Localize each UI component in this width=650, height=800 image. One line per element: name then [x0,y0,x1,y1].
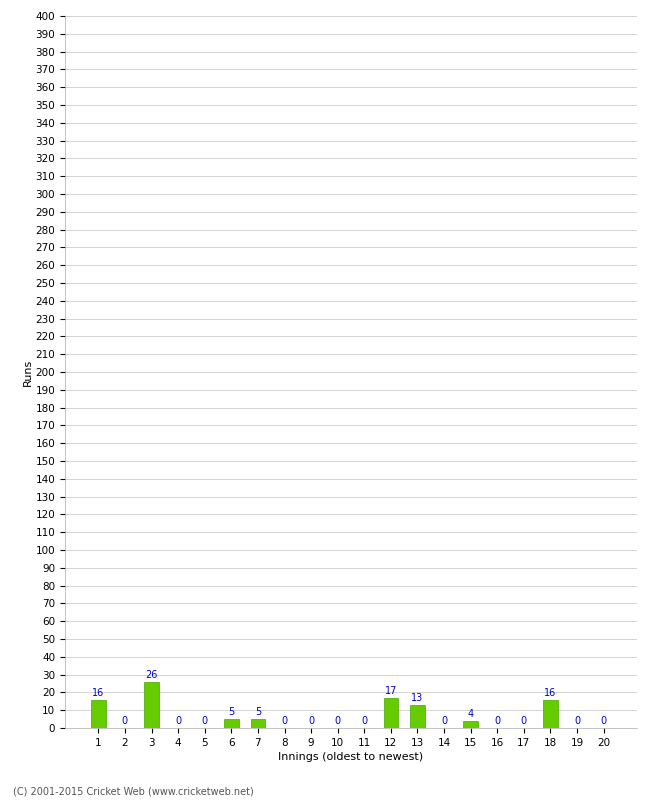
Text: 0: 0 [494,716,500,726]
Bar [463,721,478,728]
Text: 17: 17 [385,686,397,696]
Bar [251,719,265,728]
Text: 0: 0 [601,716,606,726]
Text: 26: 26 [146,670,158,680]
Text: 0: 0 [361,716,367,726]
Text: 13: 13 [411,693,424,703]
Text: 0: 0 [281,716,287,726]
X-axis label: Innings (oldest to newest): Innings (oldest to newest) [278,752,424,762]
Text: 16: 16 [544,688,556,698]
Text: 0: 0 [308,716,314,726]
Text: (C) 2001-2015 Cricket Web (www.cricketweb.net): (C) 2001-2015 Cricket Web (www.cricketwe… [13,786,254,796]
Bar [410,705,425,728]
Text: 4: 4 [467,709,474,719]
Text: 16: 16 [92,688,105,698]
Text: 0: 0 [441,716,447,726]
Text: 0: 0 [175,716,181,726]
Bar [384,698,398,728]
Bar [543,699,558,728]
Bar [224,719,239,728]
Text: 0: 0 [202,716,208,726]
Y-axis label: Runs: Runs [23,358,32,386]
Bar [91,699,106,728]
Text: 0: 0 [335,716,341,726]
Bar [144,682,159,728]
Text: 0: 0 [122,716,128,726]
Text: 0: 0 [521,716,527,726]
Text: 5: 5 [255,707,261,718]
Text: 0: 0 [574,716,580,726]
Text: 5: 5 [228,707,235,718]
